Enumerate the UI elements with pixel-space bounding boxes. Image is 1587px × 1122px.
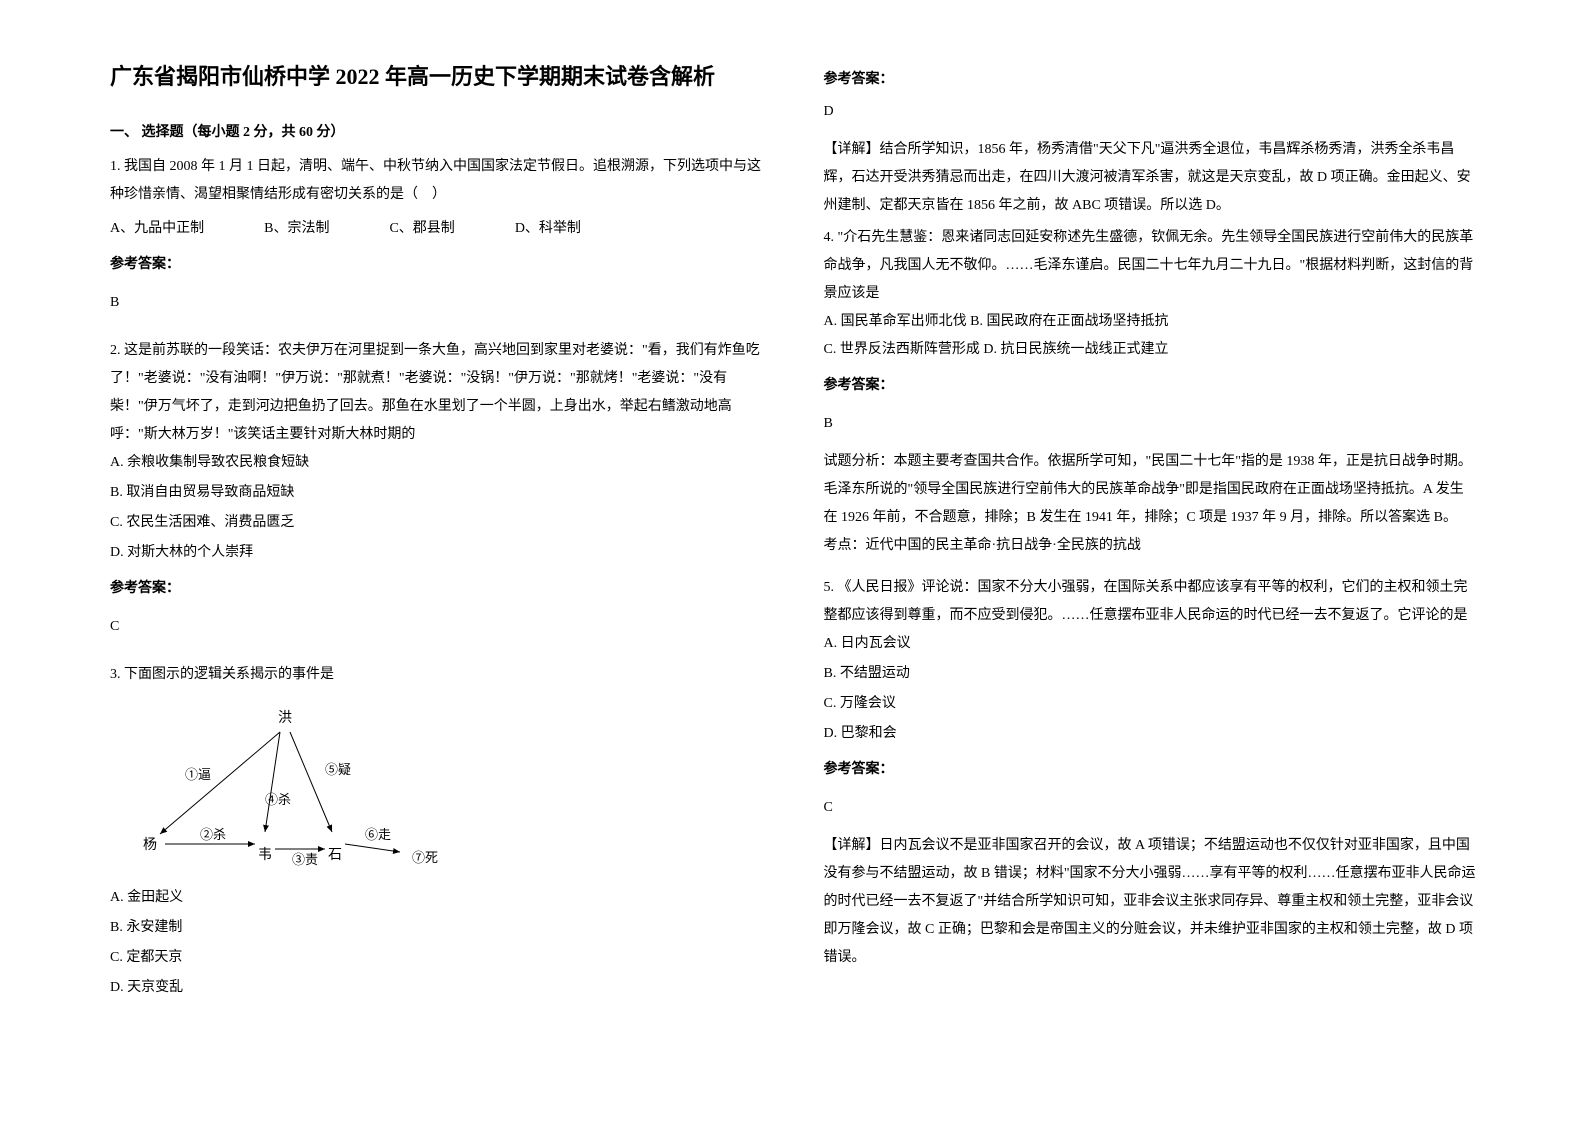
q5-opt-a: A. 日内瓦会议 bbox=[824, 630, 1478, 658]
diagram-edge-2: ②杀 bbox=[200, 827, 226, 842]
diagram-node-hong: 洪 bbox=[278, 710, 292, 726]
q3-answer: D bbox=[824, 98, 1478, 126]
q3-opt-d: D. 天京变乱 bbox=[110, 974, 764, 1002]
q2-opt-d: D. 对斯大林的个人崇拜 bbox=[110, 539, 764, 567]
q5-stem: 5. 《人民日报》评论说：国家不分大小强弱，在国际关系中都应该享有平等的权利，它… bbox=[824, 574, 1478, 630]
q4-answer: B bbox=[824, 410, 1478, 438]
q2-options: A. 余粮收集制导致农民粮食短缺 B. 取消自由贸易导致商品短缺 C. 农民生活… bbox=[110, 449, 764, 567]
q5-explanation: 【详解】日内瓦会议不是亚非国家召开的会议，故 A 项错误；不结盟运动也不仅仅针对… bbox=[824, 832, 1478, 972]
left-column: 广东省揭阳市仙桥中学 2022 年高一历史下学期期末试卷含解析 一、 选择题（每… bbox=[110, 60, 764, 1082]
diagram-node-shi: 石 bbox=[328, 848, 342, 863]
q5-answer-label: 参考答案： bbox=[824, 756, 1478, 784]
diagram-edge-5: ⑤疑 bbox=[325, 762, 351, 777]
diagram-edge-6: ⑥走 bbox=[365, 827, 391, 842]
q3-opt-b: B. 永安建制 bbox=[110, 914, 764, 942]
q3-explanation: 【详解】结合所学知识，1856 年，杨秀清借"天父下凡"逼洪秀全退位，韦昌辉杀杨… bbox=[824, 136, 1478, 220]
question-5: 5. 《人民日报》评论说：国家不分大小强弱，在国际关系中都应该享有平等的权利，它… bbox=[824, 574, 1478, 972]
q1-answer-label: 参考答案： bbox=[110, 251, 764, 279]
q1-opt-b: B、宗法制 bbox=[264, 215, 329, 243]
diagram-edge-1: ①逼 bbox=[185, 767, 211, 782]
question-1: 1. 我国自 2008 年 1 月 1 日起，清明、端午、中秋节纳入中国国家法定… bbox=[110, 153, 764, 327]
exam-title: 广东省揭阳市仙桥中学 2022 年高一历史下学期期末试卷含解析 bbox=[110, 60, 764, 93]
q3-opt-a: A. 金田起义 bbox=[110, 884, 764, 912]
q2-opt-b: B. 取消自由贸易导致商品短缺 bbox=[110, 479, 764, 507]
diagram-node-yang: 杨 bbox=[143, 837, 157, 853]
q2-stem: 2. 这是前苏联的一段笑话：农夫伊万在河里捉到一条大鱼，高兴地回到家里对老婆说：… bbox=[110, 337, 764, 449]
q4-opts-row1: A. 国民革命军出师北伐 B. 国民政府在正面战场坚持抵抗 bbox=[824, 308, 1478, 336]
right-column: 参考答案： D 【详解】结合所学知识，1856 年，杨秀清借"天父下凡"逼洪秀全… bbox=[824, 60, 1478, 1082]
q1-opt-d: D、科举制 bbox=[515, 215, 581, 243]
q2-opt-c: C. 农民生活困难、消费品匮乏 bbox=[110, 509, 764, 537]
q3-opt-c: C. 定都天京 bbox=[110, 944, 764, 972]
q5-options: A. 日内瓦会议 B. 不结盟运动 C. 万隆会议 D. 巴黎和会 bbox=[824, 630, 1478, 748]
q4-answer-label: 参考答案： bbox=[824, 372, 1478, 400]
q4-opts-row2: C. 世界反法西斯阵营形成 D. 抗日民族统一战线正式建立 bbox=[824, 336, 1478, 364]
q4-stem: 4. "介石先生慧鉴：恩来诸同志回延安称述先生盛德，钦佩无余。先生领导全国民族进… bbox=[824, 224, 1478, 308]
q4-explanation: 试题分析：本题主要考查国共合作。依据所学可知，"民国二十七年"指的是 1938 … bbox=[824, 448, 1478, 532]
question-3: 3. 下面图示的逻辑关系揭示的事件是 洪 杨 韦 石 bbox=[110, 661, 764, 1004]
q1-answer: B bbox=[110, 289, 764, 317]
q5-answer: C bbox=[824, 794, 1478, 822]
q2-answer-label: 参考答案： bbox=[110, 575, 764, 603]
q1-options: A、九品中正制 B、宗法制 C、郡县制 D、科举制 bbox=[110, 215, 764, 243]
diagram-edge-7: ⑦死 bbox=[412, 850, 438, 865]
question-4: 4. "介石先生慧鉴：恩来诸同志回延安称述先生盛德，钦佩无余。先生领导全国民族进… bbox=[824, 224, 1478, 560]
q5-opt-b: B. 不结盟运动 bbox=[824, 660, 1478, 688]
q3-stem: 3. 下面图示的逻辑关系揭示的事件是 bbox=[110, 661, 764, 689]
diagram-edge-4: ④杀 bbox=[265, 792, 291, 807]
section-1-header: 一、 选择题（每小题 2 分，共 60 分） bbox=[110, 121, 764, 141]
q5-opt-d: D. 巴黎和会 bbox=[824, 720, 1478, 748]
diagram-node-wei: 韦 bbox=[258, 847, 272, 863]
q2-opt-a: A. 余粮收集制导致农民粮食短缺 bbox=[110, 449, 764, 477]
q1-stem: 1. 我国自 2008 年 1 月 1 日起，清明、端午、中秋节纳入中国国家法定… bbox=[110, 153, 764, 209]
q4-kaoji: 考点：近代中国的民主革命·抗日战争·全民族的抗战 bbox=[824, 532, 1478, 560]
q1-opt-a: A、九品中正制 bbox=[110, 215, 204, 243]
question-2: 2. 这是前苏联的一段笑话：农夫伊万在河里捉到一条大鱼，高兴地回到家里对老婆说：… bbox=[110, 337, 764, 651]
q5-opt-c: C. 万隆会议 bbox=[824, 690, 1478, 718]
q2-answer: C bbox=[110, 613, 764, 641]
q3-answer-label: 参考答案： bbox=[824, 68, 1478, 88]
diagram-edge-3: ③责 bbox=[292, 852, 318, 867]
q3-diagram: 洪 杨 韦 石 ①逼 ②杀 ③责 ④杀 ⑤疑 ⑥走 ⑦死 bbox=[110, 704, 450, 869]
q3-options: A. 金田起义 B. 永安建制 C. 定都天京 D. 天京变乱 bbox=[110, 884, 764, 1002]
q1-opt-c: C、郡县制 bbox=[389, 215, 454, 243]
